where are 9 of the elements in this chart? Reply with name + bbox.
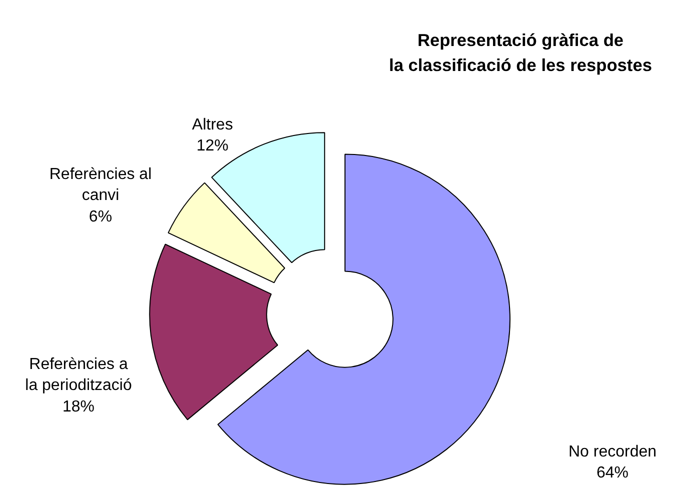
slice-label: Altres <box>192 116 233 134</box>
slice-label: Referències a la periodització <box>25 356 132 394</box>
data-label: 18% <box>62 398 95 416</box>
chart-title: Representació gràfica de la classificació de les respostes <box>389 30 652 75</box>
data-label: 12% <box>196 138 229 155</box>
data-label: 64% <box>596 464 629 482</box>
data-label: 6% <box>88 208 112 226</box>
slice-label: No recorden <box>568 443 657 460</box>
slice-label: Referències al canvi <box>49 166 152 204</box>
